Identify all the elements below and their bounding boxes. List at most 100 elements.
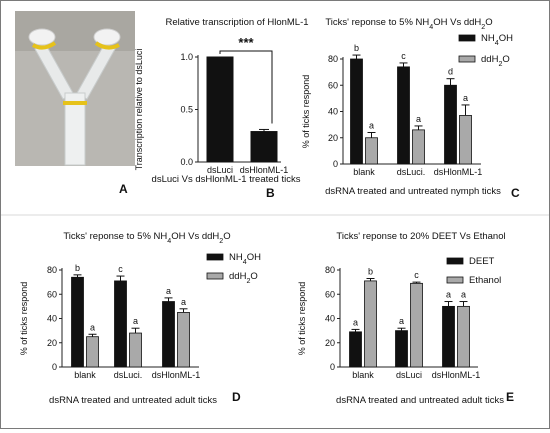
chart-title: Ticks' reponse to 5% NH4OH Vs ddH2O: [63, 231, 230, 245]
y-tick-label: 40: [47, 314, 57, 324]
bar: [457, 305, 470, 368]
y-axis-label: % of ticks respond: [297, 282, 307, 356]
chart-title: Ticks' reponse to 5% NH4OH Vs ddH2O: [325, 17, 492, 31]
y-tube-olfactometer-photo: [15, 11, 135, 166]
bar: [444, 84, 457, 165]
x-tick-label: dsHlonML-1: [152, 370, 201, 380]
legend-label: ddH2O: [481, 54, 510, 68]
significance-stars: ***: [238, 35, 254, 50]
significance-letter: c: [118, 264, 123, 274]
bar: [206, 56, 234, 163]
y-tick-label: 60: [47, 289, 57, 299]
y-tick-label: 60: [328, 80, 338, 90]
x-tick-label: dsLuci.: [397, 167, 426, 177]
significance-letter: a: [399, 316, 404, 326]
y-tick-label: 0.0: [180, 157, 193, 167]
significance-letter: a: [166, 286, 171, 296]
y-axis-label: % of ticks respond: [301, 75, 311, 149]
significance-letter: a: [353, 317, 358, 327]
y-tick-label: 40: [325, 314, 335, 324]
significance-letter: a: [461, 290, 466, 300]
significance-letter: a: [446, 290, 451, 300]
significance-letter: a: [133, 316, 138, 326]
bar: [442, 305, 455, 368]
y-tick-label: 80: [47, 265, 57, 275]
y-tick-label: 80: [328, 54, 338, 64]
bar: [250, 131, 278, 163]
y-tick-label: 0.5: [180, 105, 193, 115]
legend-label: ddH2O: [229, 271, 258, 285]
panel-letter-d: D: [232, 390, 241, 404]
y-tick-label: 0: [330, 362, 335, 372]
legend-swatch: [206, 272, 224, 280]
panel-letter-a: A: [119, 182, 128, 196]
bar: [349, 331, 362, 368]
legend-swatch: [446, 257, 464, 265]
x-tick-label: dsLuci.: [114, 370, 143, 380]
significance-letter: c: [414, 270, 419, 280]
x-axis-label: dsRNA treated and untreated adult ticks: [336, 395, 504, 406]
y-tick-label: 80: [325, 265, 335, 275]
bar: [395, 330, 408, 368]
bar: [71, 276, 84, 368]
panel-letter-c: C: [511, 186, 520, 200]
panel-c: 0 20 40 60 80 % of ticks respond Ticks' repons…: [301, 17, 513, 197]
x-tick-label: dsLuci: [207, 165, 233, 175]
bar: [129, 332, 142, 368]
legend-label: NH4OH: [481, 33, 513, 47]
y-tick-label: 40: [328, 107, 338, 117]
y-tick-label: 60: [325, 289, 335, 299]
x-tick-label: blank: [352, 370, 374, 380]
significance-letter: b: [368, 266, 373, 276]
legend-swatch: [458, 34, 476, 42]
significance-letter: a: [416, 114, 421, 124]
bar: [397, 66, 410, 165]
significance-letter: a: [463, 93, 468, 103]
x-tick-label: dsHlonML-1: [434, 167, 483, 177]
panel-letter-e: E: [506, 390, 514, 404]
x-axis-label: dsRNA treated and untreated adult ticks: [49, 395, 217, 406]
x-tick-label: blank: [74, 370, 96, 380]
bar: [459, 115, 472, 165]
bar: [412, 129, 425, 165]
y-tick-label: 0: [333, 159, 338, 169]
significance-letter: a: [369, 121, 374, 131]
panel-d: 0 20 40 60 80 % of ticks respond Ticks' repons…: [19, 231, 261, 406]
y-axis-label: Transcription relative to dsLuci: [134, 49, 144, 171]
x-tick-label: blank: [353, 167, 375, 177]
bar: [177, 312, 190, 368]
significance-letter: a: [181, 297, 186, 307]
x-axis-label: dsRNA treated and untreated nymph ticks: [325, 186, 501, 197]
legend-label: Ethanol: [469, 275, 501, 286]
x-tick-label: dsHlonML-1: [432, 370, 481, 380]
significance-bracket: [219, 50, 273, 124]
panel-e: 0 20 40 60 80 % of ticks respond Ticks' repons…: [297, 231, 506, 406]
bar: [365, 137, 378, 165]
legend-label: DEET: [469, 256, 495, 267]
x-axis-label: dsLuci Vs dsHlonML-1 treated ticks: [152, 174, 301, 185]
y-tick-label: 20: [325, 338, 335, 348]
bar: [350, 58, 363, 165]
panel-a: A: [15, 11, 135, 196]
bar: [410, 282, 423, 368]
y-tick-label: 1.0: [180, 52, 193, 62]
y-tick-label: 0: [52, 362, 57, 372]
bar: [86, 336, 99, 368]
bar: [364, 280, 377, 368]
bar: [114, 280, 127, 368]
y-tick-label: 20: [328, 133, 338, 143]
significance-letter: a: [90, 322, 95, 332]
bar: [162, 301, 175, 368]
significance-letter: d: [448, 67, 453, 77]
y-axis-label: % of ticks respond: [19, 282, 29, 356]
x-tick-label: dsLuci: [396, 370, 422, 380]
legend-swatch: [458, 55, 476, 63]
significance-letter: c: [401, 51, 406, 61]
y-tick-label: 20: [47, 338, 57, 348]
x-tick-label: dsHlonML-1: [240, 165, 289, 175]
chart-title: Ticks' reponse to 20% DEET Vs Ethanol: [336, 231, 505, 242]
legend-label: NH4OH: [229, 252, 261, 266]
legend-swatch: [446, 276, 464, 284]
